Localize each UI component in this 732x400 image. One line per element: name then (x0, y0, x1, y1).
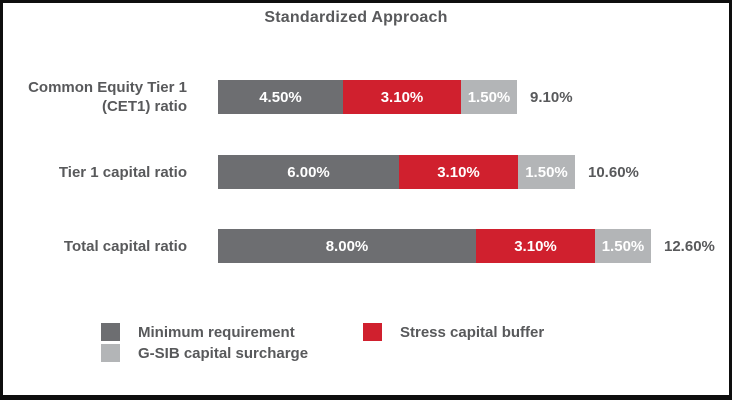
category-label-line2: (CET1) ratio (101, 98, 187, 115)
category-label-line1: Tier 1 capital ratio (58, 163, 187, 181)
segment-minimum-requirement: 4.50% (218, 80, 343, 114)
stress-capital-buffer-swatch-icon (363, 323, 382, 341)
segment-stress-capital-buffer: 3.10% (399, 155, 518, 189)
segment-minimum-requirement: 8.00% (218, 229, 476, 263)
gsib-capital-surcharge-swatch-icon (101, 344, 120, 362)
total-label: 12.60% (664, 237, 715, 255)
segment-gsib-capital-surcharge: 1.50% (518, 155, 575, 189)
bar-stack: 4.50% 3.10% 1.50% (218, 80, 517, 114)
category-label-line1: Total capital ratio (63, 237, 187, 255)
category-label-line1: Common Equity Tier 1 (28, 79, 187, 96)
category-label: Tier 1 capital ratio (3, 163, 187, 182)
legend-label: Minimum requirement (138, 323, 295, 341)
legend-item-stress-capital-buffer: Stress capital buffer (363, 322, 544, 342)
category-label: Common Equity Tier 1 (CET1) ratio (3, 78, 187, 116)
total-label: 9.10% (530, 88, 573, 106)
legend-item-minimum-requirement: Minimum requirement (101, 322, 363, 342)
legend-label: Stress capital buffer (400, 323, 545, 341)
total-label: 10.60% (588, 163, 639, 181)
segment-gsib-capital-surcharge: 1.50% (595, 229, 651, 263)
legend-label: G-SIB capital surcharge (138, 344, 309, 362)
chart-row: Common Equity Tier 1 (CET1) ratio 4.50% … (3, 78, 729, 116)
legend-item-gsib-capital-surcharge: G-SIB capital surcharge (101, 343, 363, 363)
segment-stress-capital-buffer: 3.10% (343, 80, 461, 114)
chart-title: Standardized Approach (264, 9, 448, 26)
chart-row: Total capital ratio 8.00% 3.10% 1.50% 12… (3, 229, 729, 263)
segment-minimum-requirement: 6.00% (218, 155, 399, 189)
chart-row: Tier 1 capital ratio 6.00% 3.10% 1.50% 1… (3, 155, 729, 189)
bar-stack: 6.00% 3.10% 1.50% (218, 155, 575, 189)
legend: Minimum requirement Stress capital buffe… (101, 322, 544, 363)
segment-stress-capital-buffer: 3.10% (476, 229, 595, 263)
minimum-requirement-swatch-icon (101, 323, 120, 341)
category-label: Total capital ratio (3, 237, 187, 256)
segment-gsib-capital-surcharge: 1.50% (461, 80, 517, 114)
bar-stack: 8.00% 3.10% 1.50% (218, 229, 651, 263)
